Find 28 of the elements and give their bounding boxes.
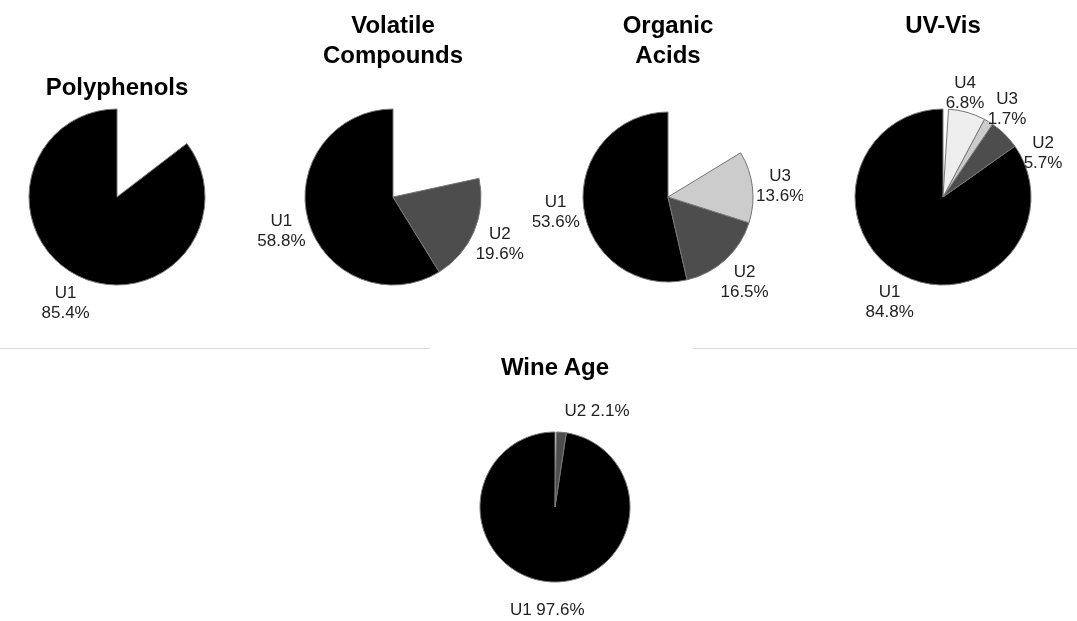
chart-title: Organic Acids	[621, 10, 715, 70]
slice-label: U3	[996, 89, 1018, 108]
data-label: 1.7%	[987, 109, 1027, 128]
data-label: 85.4%	[41, 303, 90, 323]
slice-label: U1 97.6%	[509, 600, 585, 620]
slice-label: U2 2.1%	[564, 400, 630, 420]
slice-label: U2	[733, 262, 756, 282]
slice-label: U3	[769, 165, 792, 185]
chart-title: Volatile Compounds	[322, 10, 464, 70]
data-label: 84.8%	[865, 302, 914, 322]
data-label: 53.6%	[531, 211, 580, 231]
slice-label: U2	[488, 224, 511, 244]
slice-label: U1	[54, 283, 77, 303]
data-label: 6.8%	[945, 93, 985, 112]
chart-title: Polyphenols	[44, 72, 190, 102]
data-label: 5.7%	[1023, 153, 1063, 172]
pie-slice	[479, 431, 631, 583]
slice-label: U2	[1032, 133, 1054, 152]
chart-title: Wine Age	[499, 352, 611, 382]
slice-label: U1	[544, 191, 567, 211]
chart-title: UV-Vis	[904, 10, 982, 40]
slice-label: U1	[878, 282, 901, 302]
data-label: 13.6%	[756, 185, 805, 205]
slice-label: U4	[954, 73, 976, 92]
data-label: 16.5%	[720, 282, 769, 302]
slice-label: U1	[270, 210, 293, 230]
data-label: 19.6%	[475, 244, 524, 264]
data-label: 58.8%	[257, 230, 306, 250]
